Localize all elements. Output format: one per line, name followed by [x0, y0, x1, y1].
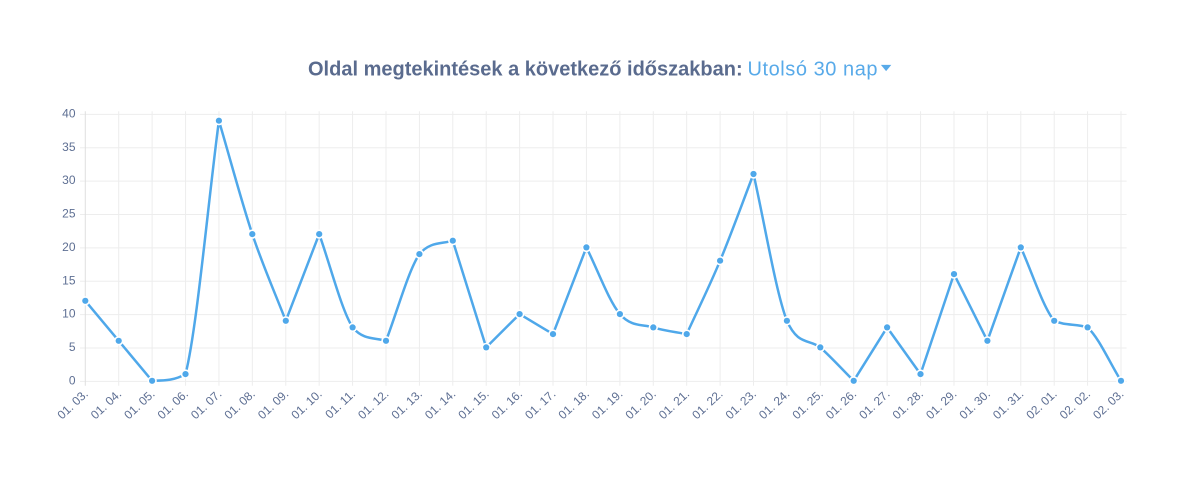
svg-text:Oldal megtekintések a következ: Oldal megtekintések a következő időszakb… [308, 59, 743, 81]
svg-text:20: 20 [62, 240, 76, 254]
svg-text:5: 5 [69, 340, 76, 354]
svg-text:30: 30 [62, 173, 76, 187]
svg-text:0: 0 [69, 373, 76, 387]
svg-text:15: 15 [62, 273, 76, 287]
svg-text:Utolsó 30 nap: Utolsó 30 nap [748, 59, 879, 81]
svg-text:40: 40 [62, 106, 76, 120]
svg-text:10: 10 [62, 307, 76, 321]
svg-text:35: 35 [62, 140, 76, 154]
svg-text:25: 25 [62, 207, 76, 221]
